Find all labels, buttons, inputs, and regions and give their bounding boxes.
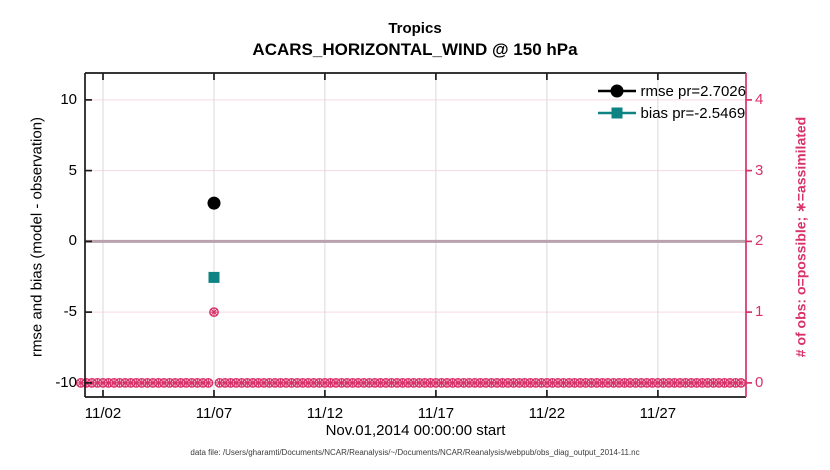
x-tick-label: 11/27: [639, 405, 677, 422]
x-tick-label: 11/12: [306, 405, 344, 422]
y-tick-label-left: 10: [60, 90, 77, 108]
legend-item-bias: bias pr=-2.5469: [596, 103, 746, 123]
y-tick-label-left: -5: [63, 303, 77, 321]
y-axis-label-right: # of obs: o=possible; ∗=assimilated: [792, 116, 809, 358]
obs-marker: [203, 377, 214, 388]
x-tick-label: 11/07: [195, 405, 233, 422]
plot-subtitle: Tropics: [388, 20, 442, 37]
legend-bias-marker-icon: [597, 107, 636, 119]
y-tick-label-right: 4: [755, 90, 764, 108]
axes-box: [84, 72, 747, 398]
legend-rmse-marker-icon: [597, 84, 636, 98]
series-bias: [208, 271, 220, 283]
tick-marks: [85, 73, 752, 397]
x-tick-label: 11/22: [528, 405, 566, 422]
series-rmse: [207, 196, 221, 210]
obs-marker: [131, 377, 142, 388]
obs-marker: [209, 307, 219, 318]
x-tick-label: 11/02: [84, 405, 122, 422]
obs-count-markers: [75, 307, 746, 388]
vertical-gridlines: [102, 73, 659, 397]
y-tick-label-right: 0: [755, 373, 764, 391]
y-tick-label-right: 1: [755, 303, 764, 321]
x-axis-label: Nov.01,2014 00:00:00 start: [325, 422, 506, 439]
obs-marker: [736, 377, 746, 388]
legend-item-rmse: rmse pr=2.7026: [596, 81, 746, 101]
y-tick-label-left: -10: [55, 373, 77, 391]
legend-rmse-label: rmse pr=2.7026: [640, 82, 746, 100]
y-tick-label-right: 2: [755, 232, 764, 250]
y-tick-label-right: 3: [755, 161, 764, 179]
y-tick-label-left: 5: [68, 161, 77, 179]
y-tick-label-left: 0: [68, 232, 77, 250]
data-file-annotation: data file: /Users/gharamti/Documents/NCA…: [190, 448, 640, 457]
plot-title: ACARS_HORIZONTAL_WIND @ 150 hPa: [252, 40, 578, 59]
legend: rmse pr=2.7026 bias pr=-2.5469: [596, 81, 746, 123]
x-tick-label: 11/17: [417, 405, 455, 422]
legend-bias-label: bias pr=-2.5469: [640, 104, 746, 122]
